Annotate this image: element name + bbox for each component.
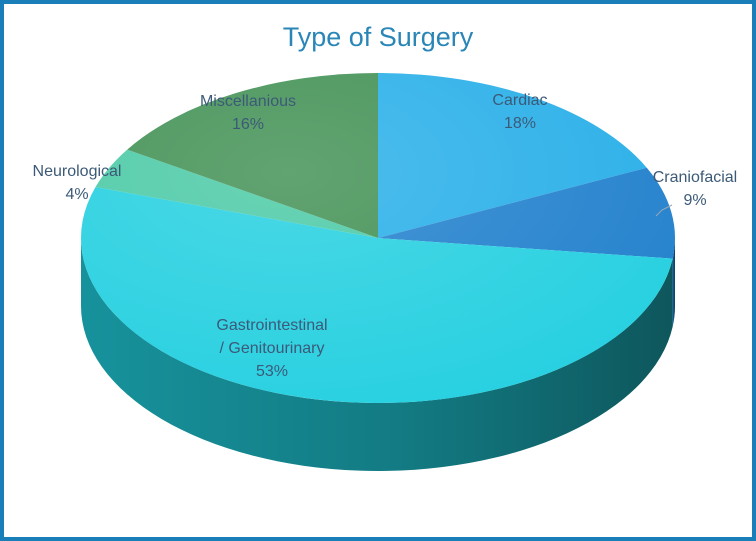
pie-side-shade bbox=[81, 238, 673, 472]
data-label-cardiac: Cardiac 18% bbox=[492, 92, 547, 132]
data-label-miscellanious: Miscellanious 16% bbox=[200, 93, 296, 133]
data-label-neurological: Neurological 4% bbox=[33, 163, 122, 203]
data-label-craniofacial: Craniofacial 9% bbox=[653, 169, 737, 209]
chart-title: Type of Surgery bbox=[282, 22, 474, 52]
pie-top-highlight bbox=[81, 73, 675, 403]
leader-line-craniofacial bbox=[655, 204, 673, 217]
data-label-gastrointestinal-genitourinary: Gastrointestinal / Genitourinary 53% bbox=[216, 317, 327, 380]
pie-side-shade bbox=[672, 238, 675, 327]
